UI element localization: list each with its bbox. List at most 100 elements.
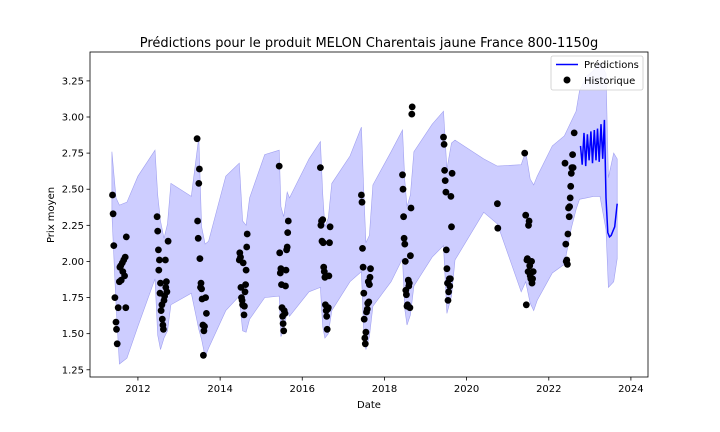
historique-point [564, 230, 572, 238]
plot-frame [89, 51, 649, 378]
historique-point [153, 213, 161, 221]
historique-point [441, 167, 448, 174]
legend: Prédictions Historique [550, 55, 644, 91]
x-axis: 2012 2014 2016 2018 2020 2022 2024 [125, 377, 644, 395]
historique-point [122, 304, 130, 312]
historique-point [198, 285, 206, 293]
historique-point [155, 266, 163, 274]
historique-point [403, 291, 410, 299]
historique-point [121, 272, 128, 280]
historique-point [241, 288, 249, 296]
prediction-line-layer [579, 119, 618, 239]
plot-area [109, 61, 618, 365]
historique-point [401, 240, 409, 248]
historique-point [122, 233, 130, 241]
historique-point [319, 216, 327, 224]
historique-point [360, 289, 368, 297]
historique-point [569, 151, 576, 159]
historique-point [197, 279, 205, 287]
historique-point [323, 325, 331, 333]
historique-point [275, 162, 283, 170]
historique-point [447, 275, 454, 283]
historique-point [401, 258, 409, 265]
historique-point [440, 133, 447, 141]
historique-point [196, 255, 204, 262]
x-tick-label: 2012 [125, 384, 150, 395]
historique-point [442, 188, 450, 196]
historique-point [529, 268, 537, 275]
historique-point [194, 217, 202, 225]
historique-point [448, 169, 456, 177]
historique-point [163, 288, 171, 296]
historique-points-layer [109, 103, 578, 359]
historique-point [121, 253, 129, 261]
historique-point [242, 266, 250, 274]
historique-point [201, 323, 208, 330]
historique-point [109, 210, 117, 218]
historique-point [277, 265, 285, 273]
historique-point [114, 304, 122, 312]
historique-point [282, 282, 289, 290]
historique-point [569, 164, 577, 172]
y-tick-label: 2.00 [62, 257, 84, 268]
x-tick-label: 2020 [454, 384, 479, 395]
historique-point [155, 246, 162, 254]
historique-point [366, 273, 374, 281]
historique-point [528, 258, 535, 265]
historique-point [562, 240, 570, 248]
historique-point [359, 245, 366, 252]
x-tick-label: 2024 [618, 384, 643, 395]
historique-point [399, 171, 406, 179]
historique-point [400, 213, 407, 221]
x-tick-label: 2018 [372, 384, 397, 395]
historique-point [443, 265, 451, 273]
historique-point [158, 315, 166, 323]
historique-point [193, 135, 201, 143]
y-tick-label: 1.75 [62, 293, 84, 304]
historique-point [157, 279, 164, 287]
historique-point [242, 281, 250, 288]
legend-dot-swatch [563, 76, 571, 84]
historique-point [406, 304, 414, 312]
historique-point [365, 298, 373, 306]
historique-point [281, 310, 289, 317]
y-tick-label: 3.25 [62, 76, 84, 87]
historique-point [408, 103, 416, 111]
legend-label-historique: Historique [584, 76, 635, 87]
x-axis-label: Date [357, 400, 381, 411]
historique-point [525, 217, 533, 225]
historique-point [239, 259, 247, 267]
historique-point [154, 227, 162, 235]
historique-point [243, 243, 251, 251]
historique-point [494, 224, 502, 232]
prediction-line [579, 119, 618, 239]
historique-point [407, 252, 414, 260]
y-tick-label: 2.75 [62, 149, 84, 160]
historique-point [284, 229, 292, 237]
historique-point [163, 278, 170, 286]
historique-point [361, 340, 369, 348]
historique-point [241, 302, 248, 310]
historique-point [162, 256, 169, 264]
historique-point [400, 234, 408, 242]
historique-point [567, 169, 575, 177]
historique-point [494, 200, 501, 208]
historique-point [362, 328, 370, 336]
x-tick-label: 2016 [290, 384, 315, 395]
y-tick-label: 2.25 [62, 221, 84, 232]
historique-point [317, 164, 324, 172]
historique-point [195, 180, 203, 187]
historique-point [367, 265, 374, 273]
historique-point [237, 253, 244, 261]
historique-point [320, 268, 328, 275]
historique-point [112, 318, 120, 326]
historique-point [326, 239, 333, 247]
y-tick-label: 2.50 [62, 185, 84, 196]
historique-point [196, 165, 203, 173]
historique-point [203, 310, 210, 317]
historique-point [164, 237, 172, 245]
historique-point [358, 198, 366, 206]
historique-point [200, 351, 207, 359]
historique-point [408, 110, 416, 118]
